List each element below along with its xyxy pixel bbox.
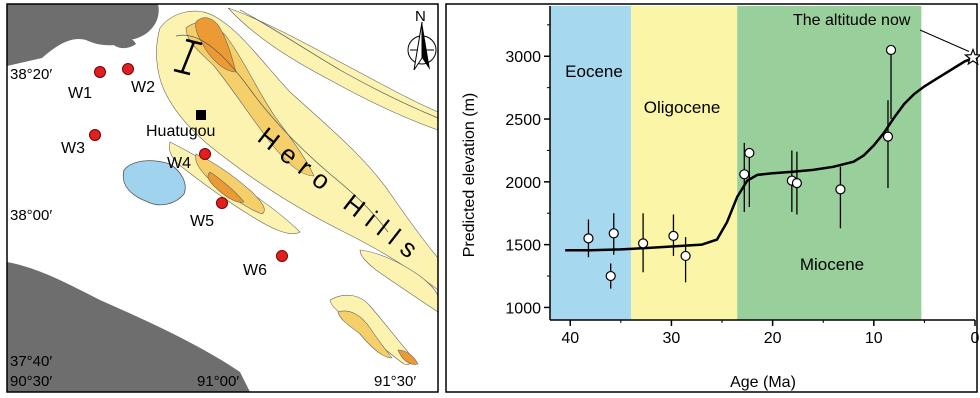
data-point (680, 250, 691, 262)
well-label-w3: W3 (61, 140, 85, 157)
hero-hills-north-ridge (227, 7, 438, 131)
lon-label-3: 91°30′ (374, 373, 416, 390)
southern-range-high (397, 349, 419, 365)
well-markers: W1 W2 W3 W4 W5 W6 (61, 63, 288, 279)
data-points (583, 44, 897, 282)
data-point (739, 169, 750, 180)
data-point (885, 44, 897, 56)
north-arrow-icon (407, 21, 437, 71)
well-marker-w3 (89, 129, 101, 141)
map-frame (6, 3, 439, 393)
well-label-w5: W5 (190, 213, 214, 230)
well-label-w2: W2 (131, 79, 155, 96)
southern-range-mid (337, 310, 393, 359)
well-marker-w2 (122, 63, 134, 75)
lon-label-2: 91°00′ (197, 373, 239, 390)
lat-label-1: 38°20′ (10, 66, 52, 83)
epoch-bands (550, 6, 922, 320)
y-tick-label: 2500 (505, 112, 541, 129)
chart-axes: 40 30 20 10 0 1000 1500 2000 2500 3000 (505, 6, 980, 347)
data-point (668, 230, 679, 241)
y-tick-label: 2000 (505, 175, 541, 192)
lat-label-3: 37°40′ (10, 353, 52, 370)
bedrock-top-left (7, 4, 159, 66)
data-point (608, 228, 619, 239)
bedrock-bottom-left (7, 262, 250, 392)
well-marker-w5 (216, 197, 228, 209)
current-altitude-leader (919, 29, 970, 52)
section-line-marker (173, 38, 203, 76)
north-label: N (415, 8, 426, 25)
epoch-label-miocene: Miocene (800, 255, 864, 274)
eastern-range-low (359, 249, 438, 313)
x-axis-label: Age (Ma) (730, 374, 796, 391)
bedrock-islet (110, 36, 136, 49)
contour-line (175, 34, 389, 233)
current-altitude-label: The altitude now (793, 12, 911, 29)
well-label-w1: W1 (68, 85, 92, 102)
well-label-w4: W4 (167, 155, 191, 172)
x-tick-label: 10 (865, 330, 883, 347)
data-point (791, 177, 803, 189)
lon-label-1: 90°30′ (10, 373, 52, 390)
epoch-band-oligocene (630, 6, 738, 320)
data-point (835, 184, 846, 195)
y-tick-label: 1500 (505, 238, 541, 255)
data-point (605, 270, 616, 282)
hero-hills-high (195, 17, 237, 73)
data-point (637, 238, 649, 249)
huatugou-town-icon (196, 110, 206, 120)
trend-curve (565, 56, 976, 252)
huatugou-ridge-high (207, 171, 245, 203)
y-tick-label: 1000 (505, 300, 541, 317)
well-marker-w4 (199, 148, 211, 160)
epoch-label-eocene: Eocene (565, 62, 623, 81)
y-tick-label: 3000 (505, 49, 541, 66)
current-altitude-star-icon (963, 47, 980, 66)
huatugou-label: Huatugou (146, 123, 215, 140)
epoch-labels: Eocene Oligocene Miocene (565, 62, 864, 274)
x-tick-label: 20 (764, 330, 782, 347)
chart-panel-frame (445, 3, 978, 393)
epoch-band-eocene (550, 6, 631, 320)
well-marker-w6 (276, 250, 288, 262)
x-tick-label: 0 (971, 330, 980, 347)
data-point (583, 233, 594, 244)
lat-label-2: 38°00′ (10, 207, 52, 224)
contour-line (239, 9, 438, 119)
data-point (744, 147, 755, 159)
x-tick-label: 30 (663, 330, 681, 347)
data-point (882, 131, 894, 142)
huatugou-ridge-mid (195, 153, 265, 215)
epoch-label-oligocene: Oligocene (644, 98, 721, 117)
y-axis-label: Predicted elevation (m) (461, 93, 478, 258)
lake (122, 160, 186, 206)
well-label-w6: W6 (243, 262, 267, 279)
well-marker-w1 (94, 66, 106, 78)
x-tick-label: 40 (561, 330, 579, 347)
